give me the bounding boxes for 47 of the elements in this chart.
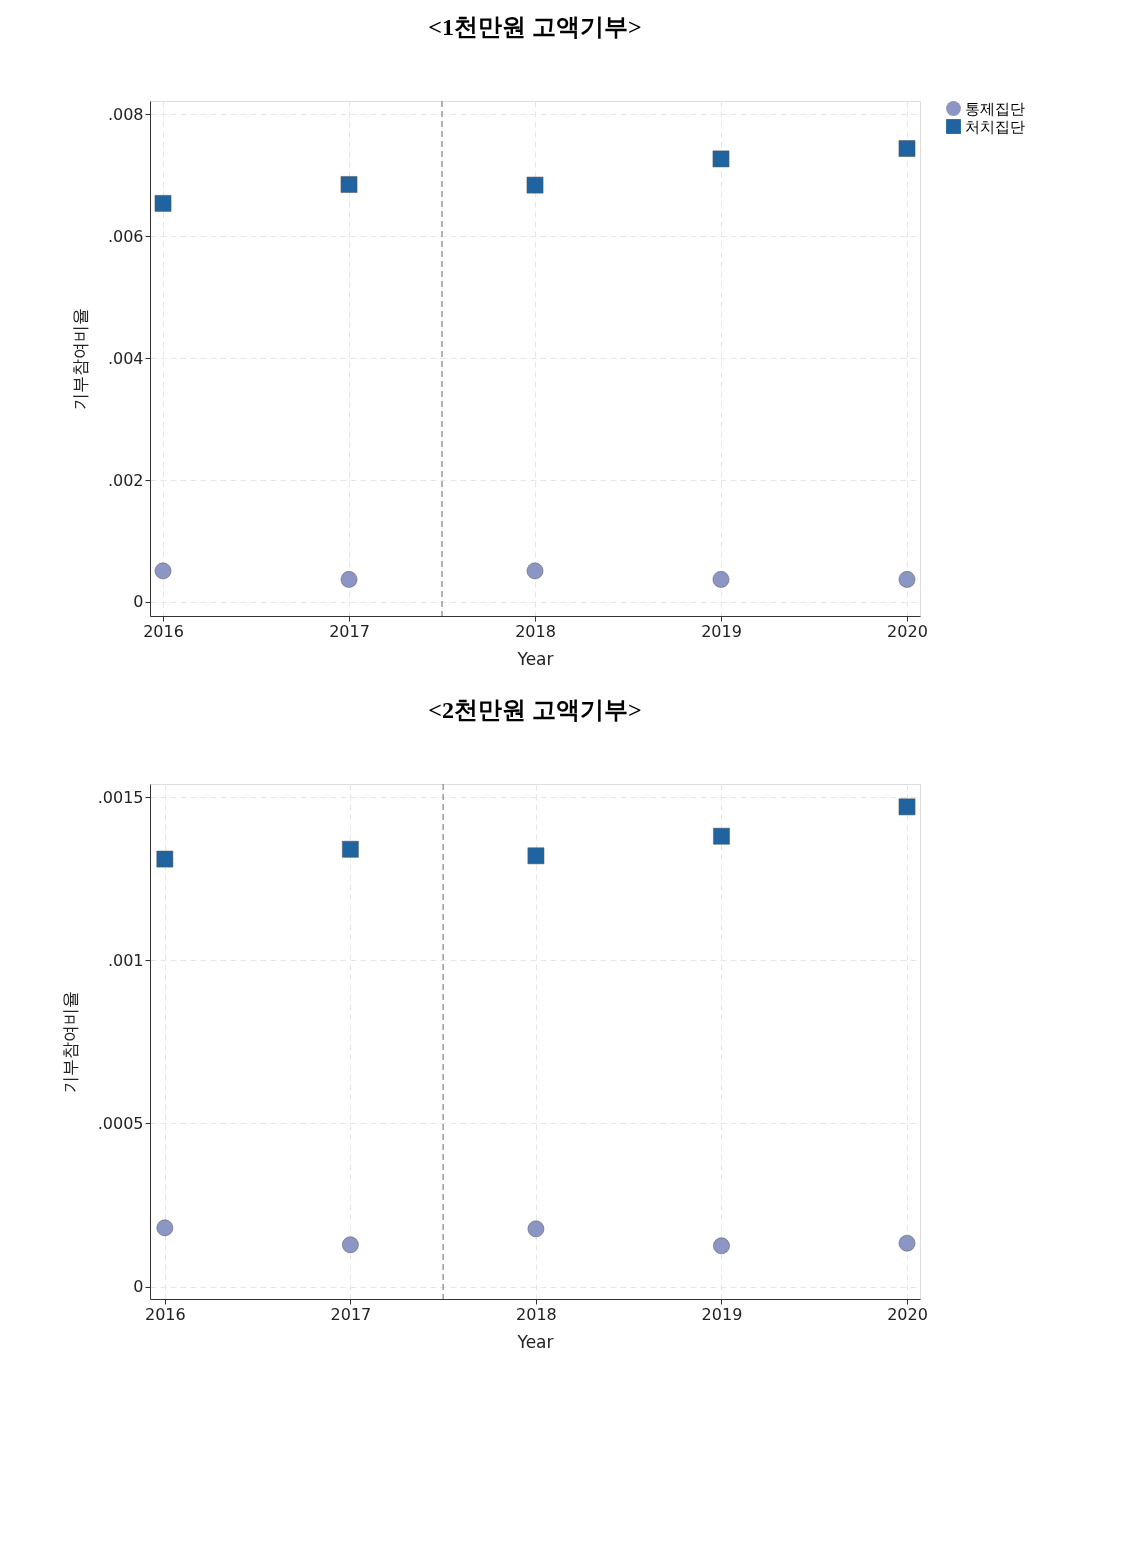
x-tick-label: 2017 bbox=[330, 1304, 372, 1324]
point bbox=[713, 827, 730, 845]
y-tick-label: .002 bbox=[107, 470, 144, 490]
legend-label: 통제집단 bbox=[965, 99, 1025, 118]
y-tick-label: .006 bbox=[107, 226, 144, 246]
y-tick-label: 0 bbox=[133, 592, 144, 612]
point bbox=[340, 176, 358, 193]
point bbox=[156, 850, 174, 868]
y-axis-title: 기부참여비율 bbox=[69, 308, 90, 410]
point bbox=[342, 1236, 359, 1254]
point bbox=[342, 840, 359, 858]
point bbox=[526, 562, 544, 580]
x-tick-label: 2019 bbox=[701, 1304, 743, 1324]
point bbox=[527, 847, 545, 865]
y-tick-label: .0015 bbox=[97, 787, 144, 807]
x-axis-title: Year bbox=[516, 1331, 554, 1352]
point bbox=[154, 195, 172, 212]
x-tick-label: 2020 bbox=[887, 621, 928, 641]
point bbox=[713, 1237, 730, 1255]
point bbox=[898, 1234, 916, 1252]
x-tick-label: 2018 bbox=[515, 621, 556, 641]
y-tick-label: .001 bbox=[107, 950, 144, 970]
point bbox=[712, 150, 730, 168]
y-tick-label: .0005 bbox=[97, 1113, 144, 1133]
point bbox=[526, 176, 544, 194]
legend-label: 처치집단 bbox=[965, 117, 1025, 136]
y-axis-title: 기부참여비율 bbox=[59, 991, 80, 1093]
point bbox=[712, 571, 730, 588]
point bbox=[156, 1219, 174, 1237]
x-tick-label: 2018 bbox=[516, 1304, 557, 1324]
y-tick-label: .004 bbox=[107, 348, 144, 368]
chart-title: <1천만원 고액기부> bbox=[428, 14, 642, 41]
point bbox=[527, 1220, 545, 1238]
x-tick-label: 2019 bbox=[701, 621, 742, 641]
chart-title: <2천만원 고액기부> bbox=[428, 697, 642, 724]
x-axis-title: Year bbox=[516, 648, 554, 669]
x-tick-label: 2016 bbox=[143, 621, 184, 641]
x-tick-label: 2017 bbox=[329, 621, 370, 641]
y-tick-label: 0 bbox=[133, 1277, 144, 1297]
point bbox=[898, 571, 916, 588]
x-tick-label: 2016 bbox=[144, 1304, 186, 1324]
y-tick-label: .008 bbox=[107, 104, 144, 124]
x-tick-label: 2020 bbox=[887, 1304, 928, 1324]
point bbox=[898, 140, 916, 157]
point bbox=[340, 571, 358, 588]
point bbox=[898, 798, 916, 816]
point bbox=[154, 562, 172, 580]
